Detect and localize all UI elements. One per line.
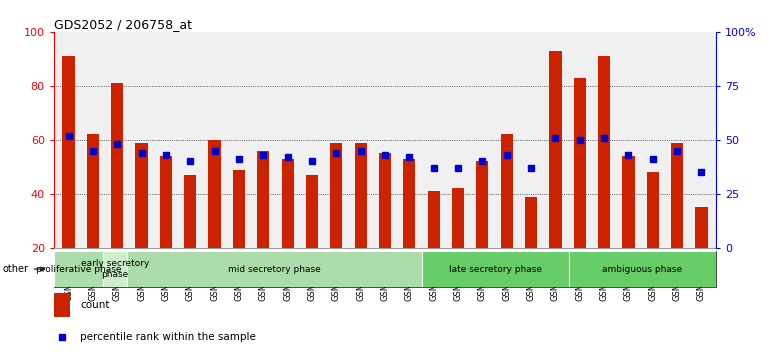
Text: late secretory phase: late secretory phase	[449, 264, 542, 274]
Bar	[103, 251, 128, 287]
Bar	[233, 170, 245, 248]
Text: early secretory
phase: early secretory phase	[81, 259, 149, 279]
Bar	[477, 161, 488, 248]
Bar	[452, 188, 464, 248]
Bar	[128, 251, 422, 287]
Text: percentile rank within the sample: percentile rank within the sample	[80, 332, 256, 342]
Text: ambiguous phase: ambiguous phase	[602, 264, 682, 274]
Bar	[257, 150, 270, 248]
Text: other: other	[3, 264, 45, 274]
Text: proliferative phase: proliferative phase	[35, 264, 121, 274]
Bar	[54, 251, 103, 287]
Text: mid secretory phase: mid secretory phase	[228, 264, 321, 274]
Bar	[427, 191, 440, 248]
Bar	[184, 175, 196, 248]
Bar	[695, 207, 708, 248]
Text: GDS2052 / 206758_at: GDS2052 / 206758_at	[54, 18, 192, 31]
Bar	[422, 251, 569, 287]
Bar	[647, 172, 659, 248]
Bar	[622, 156, 634, 248]
Bar	[111, 83, 123, 248]
Bar	[87, 135, 99, 248]
Bar	[671, 143, 683, 248]
Bar	[136, 143, 148, 248]
Bar	[525, 196, 537, 248]
Bar	[330, 143, 343, 248]
Bar	[569, 251, 716, 287]
Bar	[403, 159, 416, 248]
Bar	[598, 56, 610, 248]
Bar	[62, 56, 75, 248]
Bar	[354, 143, 367, 248]
Bar	[54, 293, 71, 317]
Bar	[500, 135, 513, 248]
Bar	[282, 159, 293, 248]
Bar	[574, 78, 586, 248]
Bar	[306, 175, 318, 248]
Bar	[549, 51, 561, 248]
Bar	[160, 156, 172, 248]
Bar	[379, 153, 391, 248]
Text: count: count	[80, 300, 110, 310]
Bar	[209, 140, 221, 248]
